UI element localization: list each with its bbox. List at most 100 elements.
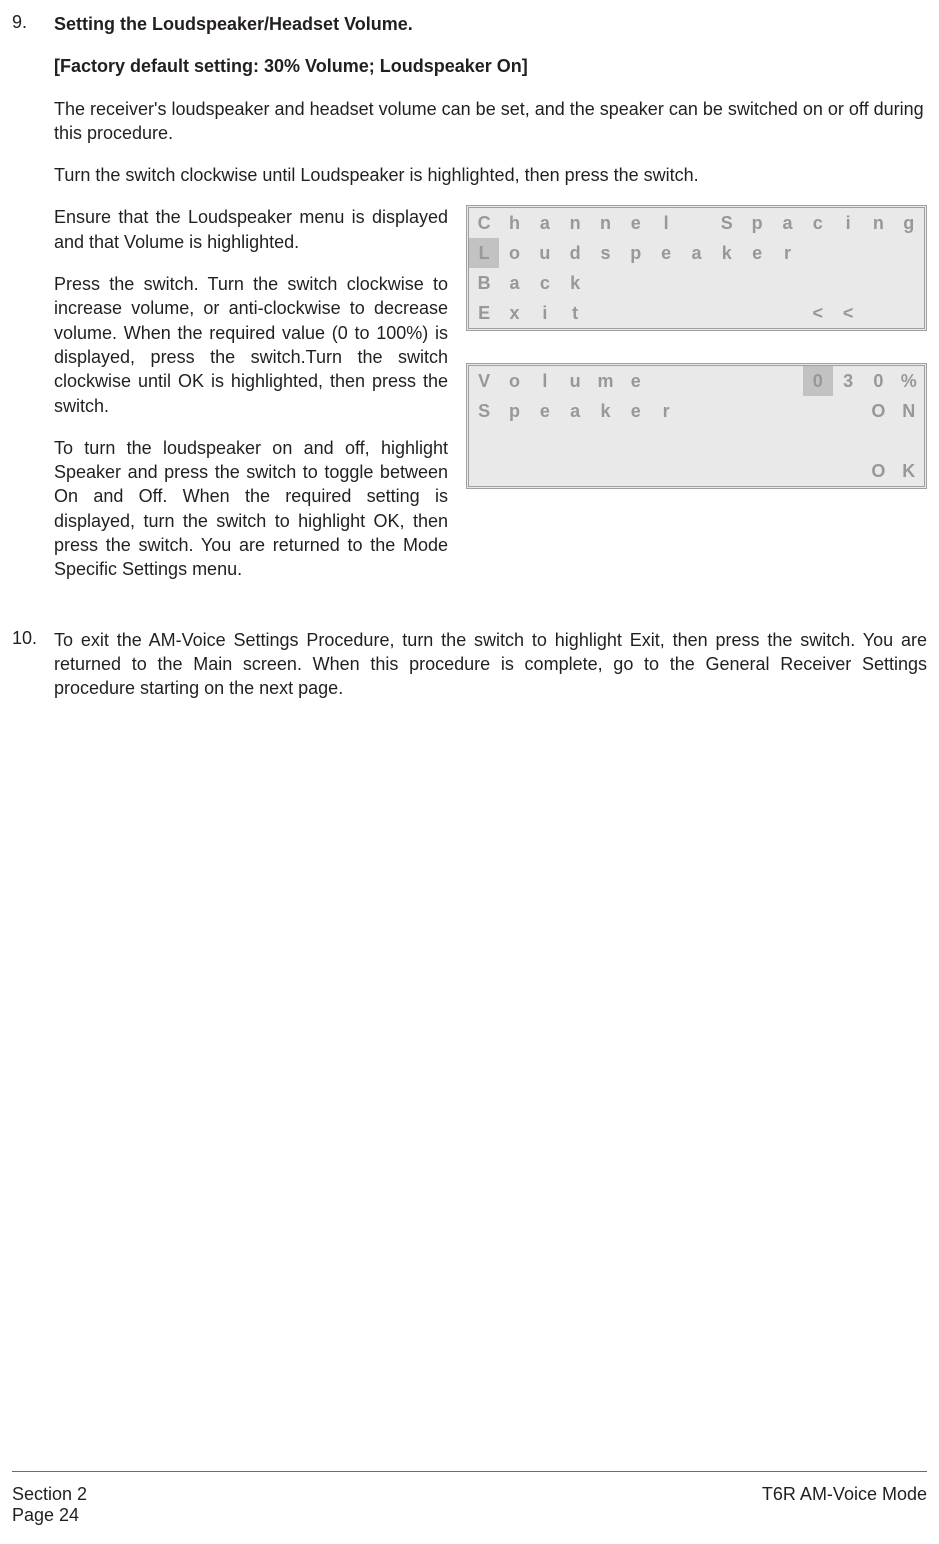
lcd-cell: e (530, 396, 560, 426)
lcd-cell (803, 396, 833, 426)
lcd-cell (894, 268, 924, 298)
lcd-cell: B (469, 268, 499, 298)
lcd-cell (742, 426, 772, 456)
footer-rule (12, 1471, 927, 1472)
lcd-cell: a (530, 208, 560, 238)
lcd-cell (772, 396, 802, 426)
lcd-cell (833, 456, 863, 486)
lcd-cell: t (560, 298, 590, 328)
lcd-cell (530, 426, 560, 456)
lcd-cell: h (499, 208, 529, 238)
lcd-cell: g (894, 208, 924, 238)
lcd-cell (560, 456, 590, 486)
lcd-row (469, 426, 924, 456)
lcd-cell: a (499, 268, 529, 298)
lcd-cell (651, 298, 681, 328)
lcd-cell: s (590, 238, 620, 268)
lcd-cell: o (499, 238, 529, 268)
lcd-cell (742, 396, 772, 426)
lcd-cell: c (803, 208, 833, 238)
lcd-cell (863, 238, 893, 268)
lcd-cell: e (651, 238, 681, 268)
lcd-cell (772, 366, 802, 396)
lcd-cell (469, 456, 499, 486)
lcd-cell (530, 456, 560, 486)
lcd-cell (651, 268, 681, 298)
lcd-cell (651, 426, 681, 456)
lcd-cell (803, 268, 833, 298)
lcd-cell (772, 426, 802, 456)
lcd-cell (651, 456, 681, 486)
lcd-cell (469, 426, 499, 456)
lcd-cell (894, 238, 924, 268)
lcd-cell: p (742, 208, 772, 238)
lcd-cell: S (469, 396, 499, 426)
item9-intro: The receiver's loudspeaker and headset v… (54, 97, 927, 146)
lcd-cell (772, 268, 802, 298)
lcd-cell (803, 426, 833, 456)
lcd-cell (772, 298, 802, 328)
lcd-cell (590, 456, 620, 486)
lcd-cell (772, 456, 802, 486)
lcd-menu-volume: Volume030%SpeakerONOK (466, 363, 927, 489)
footer-section: Section 2 (12, 1484, 87, 1505)
lcd-cell: a (772, 208, 802, 238)
lcd-cell (712, 456, 742, 486)
lcd-cell (742, 456, 772, 486)
lcd-cell: L (469, 238, 499, 268)
lcd-menu-settings: ChannelSpacingLoudspeakerBackExit<< (466, 205, 927, 331)
lcd-cell: < (803, 298, 833, 328)
lcd-cell (621, 268, 651, 298)
lcd-cell: e (621, 208, 651, 238)
lcd-cell (712, 366, 742, 396)
lcd-cell (681, 366, 711, 396)
lcd-cell: O (863, 396, 893, 426)
item10-text: To exit the AM-Voice Settings Procedure,… (54, 628, 927, 701)
lcd-cell (621, 426, 651, 456)
lcd-cell: e (621, 396, 651, 426)
lcd-cell: k (590, 396, 620, 426)
lcd-cell: m (590, 366, 620, 396)
lcd-cell (712, 298, 742, 328)
lcd-cell (590, 268, 620, 298)
lcd-cell: c (530, 268, 560, 298)
footer-page: Page 24 (12, 1505, 87, 1526)
item9-p3: To turn the loudspeaker on and off, high… (54, 436, 448, 582)
lcd-cell: a (560, 396, 590, 426)
lcd-cell: p (621, 238, 651, 268)
lcd-cell (833, 426, 863, 456)
lcd-cell (742, 268, 772, 298)
lcd-row: ChannelSpacing (469, 208, 924, 238)
lcd-cell: i (530, 298, 560, 328)
lcd-cell: d (560, 238, 590, 268)
lcd-cell: N (894, 396, 924, 426)
lcd-cell (863, 298, 893, 328)
lcd-cell: K (894, 456, 924, 486)
lcd-cell (803, 238, 833, 268)
lcd-cell (833, 238, 863, 268)
lcd-cell (590, 298, 620, 328)
page-footer: Section 2 Page 24 T6R AM-Voice Mode (12, 1484, 927, 1526)
lcd-cell: S (712, 208, 742, 238)
lcd-cell: 3 (833, 366, 863, 396)
lcd-cell: r (651, 396, 681, 426)
lcd-cell (742, 366, 772, 396)
lcd-row: Exit<< (469, 298, 924, 328)
lcd-cell (712, 268, 742, 298)
lcd-row: Back (469, 268, 924, 298)
lcd-cell (712, 426, 742, 456)
lcd-cell (863, 426, 893, 456)
lcd-cell: % (894, 366, 924, 396)
lcd-cell: e (742, 238, 772, 268)
item9-default: [Factory default setting: 30% Volume; Lo… (54, 54, 927, 78)
lcd-cell (621, 298, 651, 328)
lcd-cell: a (681, 238, 711, 268)
lcd-cell (894, 426, 924, 456)
lcd-cell: o (499, 366, 529, 396)
lcd-cell: u (560, 366, 590, 396)
lcd-cell (681, 396, 711, 426)
lcd-cell: < (833, 298, 863, 328)
lcd-cell (499, 456, 529, 486)
lcd-cell: 0 (863, 366, 893, 396)
lcd-cell (833, 268, 863, 298)
